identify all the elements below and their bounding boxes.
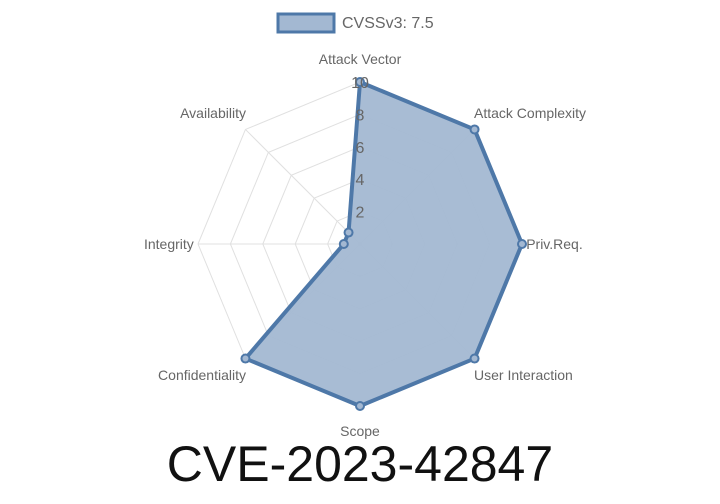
axis-label: Confidentiality bbox=[158, 367, 246, 383]
axis-label: User Interaction bbox=[474, 367, 573, 383]
data-point bbox=[517, 239, 527, 249]
tick-label: 2 bbox=[356, 205, 365, 222]
data-point bbox=[469, 353, 480, 364]
axis-label: Availability bbox=[180, 105, 246, 121]
data-point bbox=[355, 77, 365, 87]
tick-label: 8 bbox=[356, 107, 365, 124]
data-point bbox=[338, 239, 349, 249]
radial-ticks: 2 4 6 8 10 bbox=[351, 75, 369, 222]
legend-label: CVSSv3: 7.5 bbox=[342, 15, 434, 32]
data-point bbox=[343, 227, 354, 238]
legend-swatch bbox=[276, 12, 336, 34]
chart-title: CVE-2023-42847 bbox=[166, 436, 554, 492]
legend[interactable]: CVSSv3: 7.5 bbox=[276, 12, 434, 34]
axis-label: Attack Vector bbox=[319, 51, 402, 67]
grid-spoke bbox=[245, 129, 361, 245]
axis-label: Attack Complexity bbox=[474, 105, 586, 121]
series-area bbox=[240, 77, 527, 411]
axis-label: Integrity bbox=[144, 236, 194, 252]
tick-label: 10 bbox=[351, 75, 369, 92]
data-point bbox=[240, 353, 251, 364]
data-point bbox=[355, 401, 365, 411]
data-point bbox=[469, 124, 480, 135]
tick-label: 6 bbox=[356, 140, 365, 157]
axis-label: Scope bbox=[340, 423, 380, 439]
tick-label: 4 bbox=[356, 172, 365, 189]
axis-label: Priv.Req. bbox=[526, 236, 583, 252]
axis-labels: Attack Vector Attack Complexity Priv.Req. U… bbox=[144, 51, 586, 439]
